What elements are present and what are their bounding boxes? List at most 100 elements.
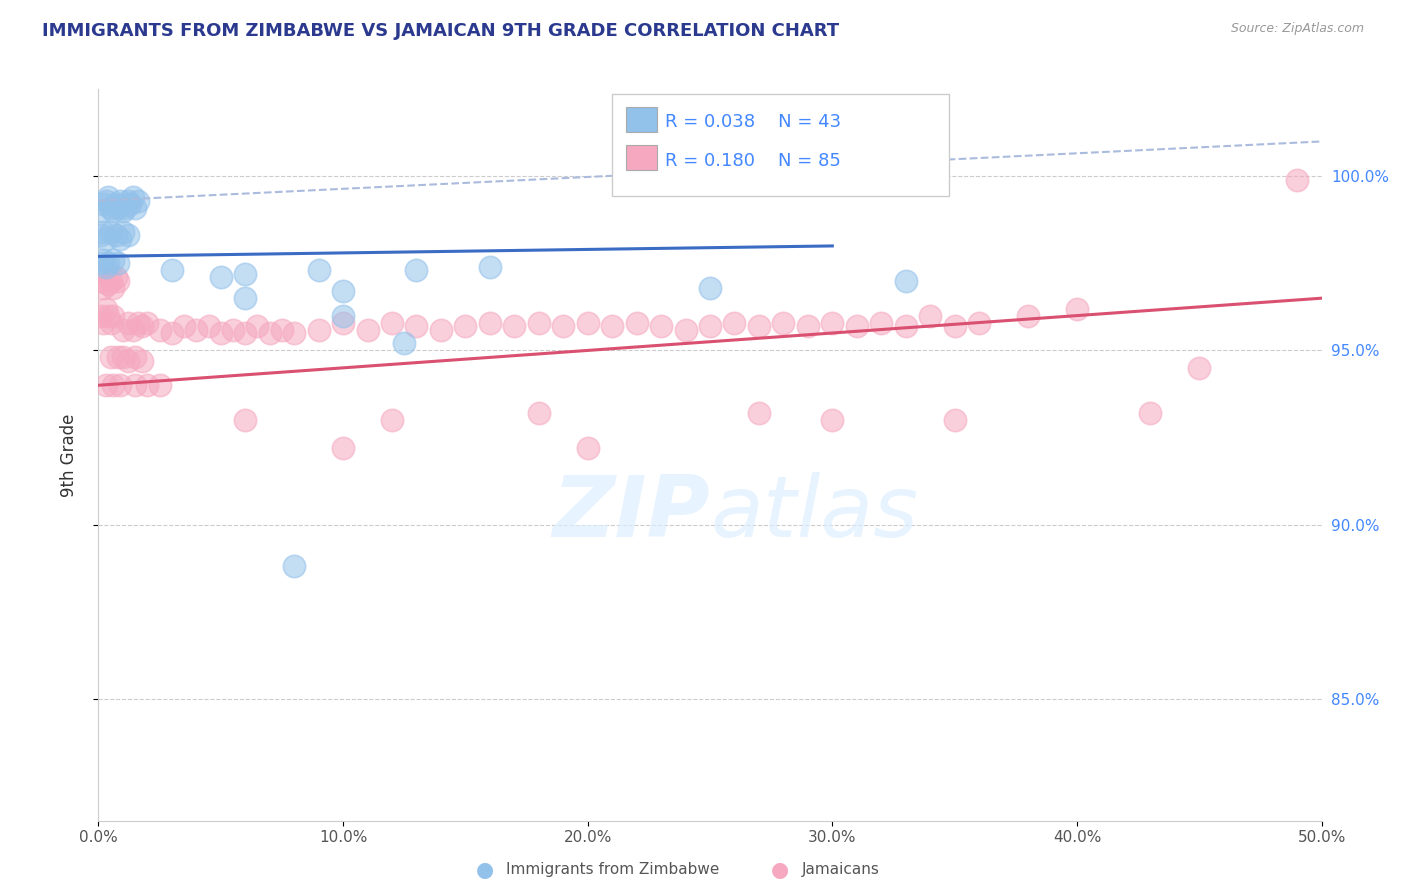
Text: R = 0.180    N = 85: R = 0.180 N = 85 bbox=[665, 152, 841, 169]
Point bbox=[104, 270, 127, 285]
Point bbox=[173, 319, 195, 334]
Text: R = 0.038    N = 43: R = 0.038 N = 43 bbox=[665, 113, 841, 131]
Point bbox=[104, 197, 127, 211]
Point bbox=[124, 201, 146, 215]
Point bbox=[553, 319, 575, 334]
Point bbox=[121, 190, 143, 204]
Point bbox=[124, 351, 146, 365]
Point bbox=[136, 316, 159, 330]
Point bbox=[283, 559, 305, 574]
Point bbox=[94, 260, 117, 274]
Point bbox=[600, 319, 623, 334]
Point bbox=[454, 319, 477, 334]
Point bbox=[124, 378, 146, 392]
Text: ZIP: ZIP bbox=[553, 472, 710, 555]
Text: ●: ● bbox=[477, 860, 494, 880]
Point bbox=[100, 201, 122, 215]
Point bbox=[870, 316, 893, 330]
Point bbox=[209, 326, 232, 340]
Point bbox=[699, 281, 721, 295]
Point bbox=[120, 197, 142, 211]
Point bbox=[101, 281, 124, 295]
Point bbox=[90, 309, 112, 323]
Point bbox=[1188, 360, 1211, 375]
Point bbox=[110, 194, 132, 208]
Point bbox=[197, 319, 219, 334]
Point bbox=[160, 263, 183, 277]
Point bbox=[101, 309, 124, 323]
Point bbox=[626, 316, 648, 330]
Point bbox=[356, 322, 378, 336]
Point bbox=[111, 225, 134, 239]
Text: atlas: atlas bbox=[710, 472, 918, 555]
Point bbox=[107, 201, 129, 215]
Point bbox=[90, 256, 112, 270]
Point bbox=[259, 326, 281, 340]
Point bbox=[90, 228, 112, 243]
Point bbox=[1139, 406, 1161, 420]
Text: Immigrants from Zimbabwe: Immigrants from Zimbabwe bbox=[506, 863, 720, 877]
Point bbox=[943, 319, 966, 334]
Point bbox=[117, 316, 139, 330]
Point bbox=[114, 201, 136, 215]
Point bbox=[90, 204, 112, 219]
Point bbox=[1017, 309, 1039, 323]
Point bbox=[101, 378, 124, 392]
Text: ●: ● bbox=[772, 860, 789, 880]
Point bbox=[100, 351, 122, 365]
Point bbox=[131, 319, 153, 334]
Point bbox=[101, 204, 124, 219]
Point bbox=[91, 197, 114, 211]
Point bbox=[332, 284, 354, 298]
Point bbox=[110, 232, 132, 246]
Point bbox=[111, 351, 134, 365]
Point bbox=[94, 378, 117, 392]
Point bbox=[405, 319, 427, 334]
Point bbox=[107, 274, 129, 288]
Point bbox=[100, 225, 122, 239]
Point bbox=[392, 336, 416, 351]
Point bbox=[845, 319, 868, 334]
Point bbox=[233, 413, 256, 427]
Point bbox=[100, 316, 122, 330]
Point bbox=[97, 190, 120, 204]
Point bbox=[94, 194, 117, 208]
Point bbox=[699, 319, 721, 334]
Point bbox=[503, 319, 526, 334]
Point bbox=[527, 406, 550, 420]
Point bbox=[107, 351, 129, 365]
Point bbox=[1286, 173, 1309, 187]
Point bbox=[149, 378, 172, 392]
Point bbox=[101, 252, 124, 267]
Point bbox=[270, 322, 294, 336]
Text: Jamaicans: Jamaicans bbox=[801, 863, 879, 877]
Point bbox=[430, 322, 453, 336]
Point bbox=[91, 225, 114, 239]
Point bbox=[222, 322, 245, 336]
Point bbox=[650, 319, 672, 334]
Text: Source: ZipAtlas.com: Source: ZipAtlas.com bbox=[1230, 22, 1364, 36]
Point bbox=[97, 277, 120, 292]
Point bbox=[576, 441, 599, 455]
Point bbox=[107, 256, 129, 270]
Point bbox=[149, 322, 172, 336]
Point bbox=[723, 316, 745, 330]
Point bbox=[127, 194, 149, 208]
Point bbox=[94, 267, 117, 281]
Point bbox=[1066, 301, 1088, 316]
Point bbox=[121, 322, 143, 336]
Point bbox=[90, 274, 112, 288]
Point bbox=[233, 267, 256, 281]
Point bbox=[797, 319, 820, 334]
Point bbox=[308, 263, 330, 277]
Point bbox=[748, 319, 770, 334]
Point bbox=[478, 260, 501, 274]
Point bbox=[405, 263, 427, 277]
Point bbox=[94, 232, 117, 246]
Point bbox=[332, 309, 354, 323]
Point bbox=[117, 194, 139, 208]
Point bbox=[186, 322, 208, 336]
Point bbox=[821, 316, 844, 330]
Point bbox=[233, 326, 256, 340]
Point bbox=[131, 354, 153, 368]
